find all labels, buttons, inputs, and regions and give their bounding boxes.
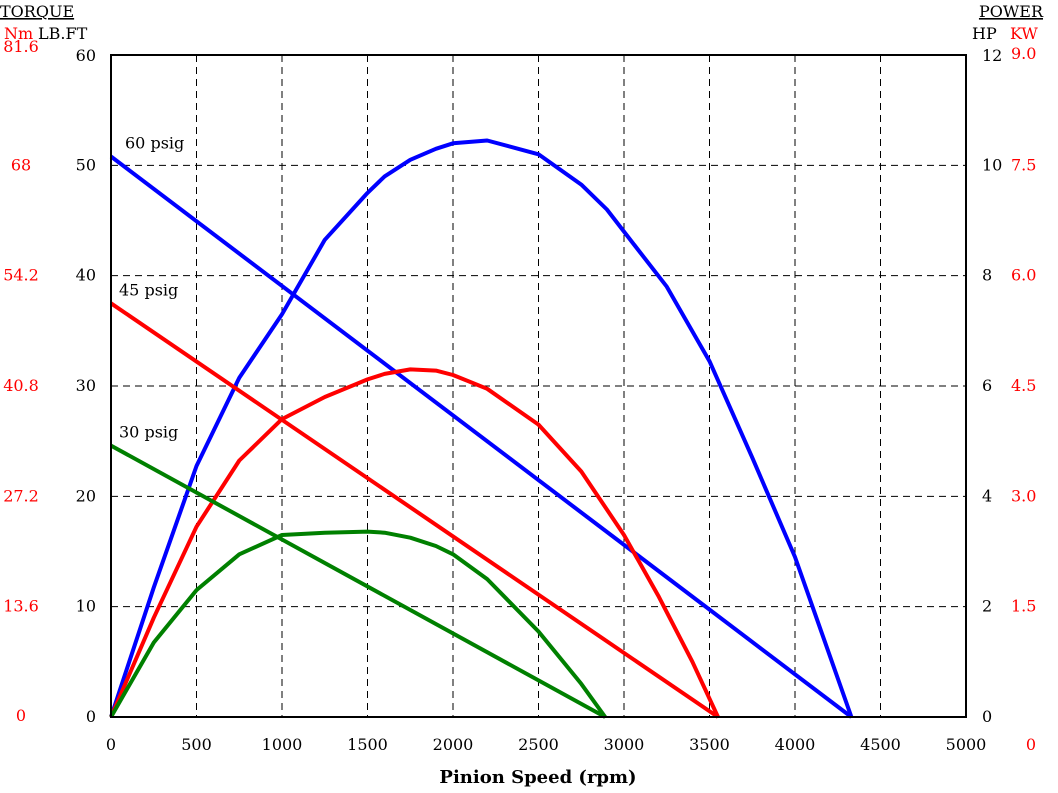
grid-lines — [111, 55, 966, 717]
nm-tick-label: 27.2 — [3, 486, 39, 505]
axis-labels: TORQUE Nm LB.FT POWER HP KW Pinion Speed… — [0, 2, 1044, 788]
nm-tick-label: 81.6 — [3, 37, 39, 56]
nm-tick-label: 13.6 — [3, 597, 39, 616]
power-curve — [109, 138, 854, 718]
kw-unit-label: KW — [1010, 24, 1038, 43]
x-tick-label: 3500 — [689, 735, 730, 754]
lbft-tick-label: 50 — [76, 155, 96, 174]
lbft-unit-label: LB.FT — [38, 24, 88, 43]
x-tick-label: 1500 — [347, 735, 388, 754]
hp-tick-label: 10 — [982, 155, 1002, 174]
torque-line — [109, 154, 853, 719]
lbft-tick-label: 30 — [76, 376, 96, 395]
power-curve — [109, 529, 607, 719]
x-tick-label: 3000 — [604, 735, 645, 754]
kw-tick-label: 3.0 — [1011, 486, 1036, 505]
hp-tick-label: 12 — [982, 46, 1002, 65]
torque-axis-title: TORQUE — [0, 2, 74, 21]
x-tick-label: 4000 — [775, 735, 816, 754]
lbft-tick-label: 0 — [86, 707, 96, 726]
lbft-tick-label: 10 — [76, 597, 96, 616]
x-tick-label: 2000 — [433, 735, 474, 754]
kw-tick-label: 7.5 — [1011, 155, 1036, 174]
hp-tick-label: 2 — [982, 597, 992, 616]
series-label: 30 psig — [119, 423, 178, 442]
kw-zero-label: 0 — [1026, 735, 1036, 754]
series-label: 60 psig — [125, 134, 184, 153]
x-tick-label: 2500 — [518, 735, 559, 754]
nm-tick-label: 54.2 — [3, 266, 39, 285]
torque-line — [110, 443, 607, 719]
x-tick-label: 1000 — [262, 735, 303, 754]
series-label: 45 psig — [119, 280, 178, 299]
kw-tick-label: 6.0 — [1011, 266, 1036, 285]
nm-tick-label: 0 — [16, 706, 26, 725]
hp-tick-label: 4 — [982, 486, 992, 505]
kw-tick-label: 9.0 — [1011, 44, 1036, 63]
series-curves — [109, 138, 854, 719]
lbft-tick-label: 40 — [76, 266, 96, 285]
x-axis-label: Pinion Speed (rpm) — [439, 767, 636, 788]
hp-tick-label: 8 — [982, 266, 992, 285]
x-tick-label: 0 — [106, 735, 116, 754]
torque-line — [109, 301, 720, 719]
series-labels: 60 psig 45 psig 30 psig — [119, 134, 184, 442]
nm-tick-label: 40.8 — [3, 376, 39, 395]
plot-frame — [110, 54, 967, 718]
x-tick-label: 500 — [181, 735, 212, 754]
power-curve — [109, 367, 720, 718]
kw-tick-label: 4.5 — [1011, 376, 1036, 395]
x-tick-label: 5000 — [946, 735, 987, 754]
hp-tick-label: 0 — [982, 707, 992, 726]
hp-tick-label: 6 — [982, 376, 992, 395]
kw-tick-label: 1.5 — [1011, 597, 1036, 616]
nm-unit-label: Nm — [4, 24, 33, 43]
power-axis-title: POWER — [979, 2, 1044, 21]
axis-ticks: 0 500 1000 1500 2000 2500 3000 3500 4000 4500 5000… — [3, 37, 1036, 754]
nm-tick-label: 68 — [11, 155, 31, 174]
lbft-tick-label: 60 — [76, 46, 96, 65]
hp-unit-label: HP — [972, 24, 997, 43]
lbft-tick-label: 20 — [76, 486, 96, 505]
x-tick-label: 4500 — [860, 735, 901, 754]
